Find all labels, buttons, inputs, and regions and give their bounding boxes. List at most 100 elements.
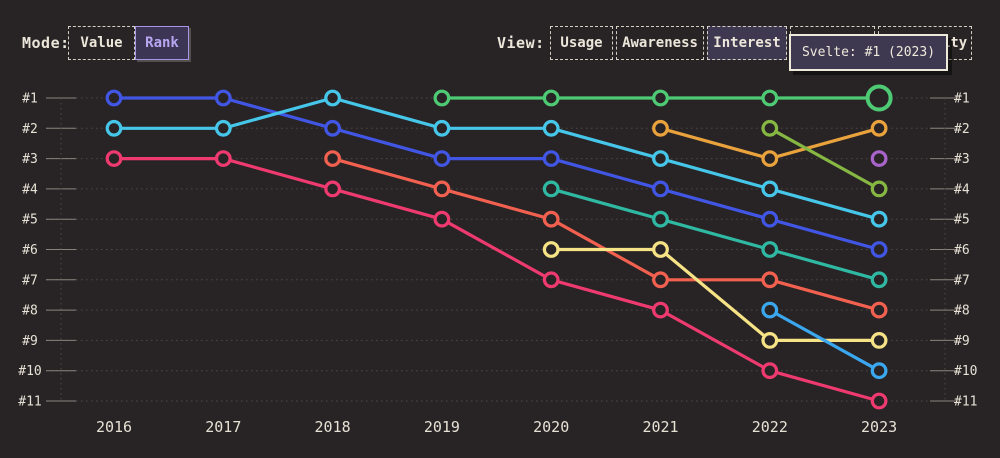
data-point-lime-series[interactable] — [761, 119, 779, 137]
data-point-cyan-series[interactable] — [214, 119, 232, 137]
rank-label-left: #4 — [22, 182, 38, 197]
data-point-yellow-series[interactable] — [652, 241, 669, 258]
rank-label-left: #8 — [22, 304, 38, 319]
data-point-coral-series[interactable] — [870, 301, 888, 319]
mode-option-value[interactable]: Value — [68, 26, 135, 60]
data-point-cyan-series[interactable] — [105, 119, 123, 137]
data-point-yellow-series[interactable] — [761, 332, 779, 349]
series-line-rose-series — [112, 157, 881, 403]
data-point-cyan-series[interactable] — [433, 119, 451, 137]
data-point-rose-series[interactable] — [433, 210, 451, 228]
series-line-teal-series — [549, 187, 881, 282]
data-point-cyan-series[interactable] — [324, 89, 342, 107]
x-axis: 2016 2017 2018 2019 2020 2021 2022 2023 — [96, 418, 897, 436]
grid: #1 #1 #2 #2 #3 #3 #4 #4 #5 #5 #6 #6 #7 #7 #8 #8 #9 #9 #10 #… — [18, 92, 977, 410]
rank-label-right: #2 — [954, 122, 970, 137]
rank-label-left: #5 — [22, 213, 38, 228]
data-point-cyan-series[interactable] — [870, 210, 888, 228]
rank-label-right: #1 — [954, 92, 970, 107]
rank-label-left: #10 — [18, 364, 41, 379]
year-label: 2018 — [315, 418, 351, 436]
year-label: 2019 — [424, 418, 460, 436]
mode-label: Mode: — [22, 34, 70, 52]
data-point-purple-series[interactable] — [870, 150, 888, 168]
rank-label-right: #4 — [954, 182, 970, 197]
data-point-blue-series[interactable] — [542, 150, 560, 168]
data-point-cyan-series[interactable] — [761, 180, 779, 198]
data-point-Svelte[interactable] — [542, 89, 560, 107]
data-point-lime-series[interactable] — [870, 180, 888, 198]
data-point-rose-series[interactable] — [542, 271, 560, 289]
year-label: 2020 — [533, 418, 569, 436]
data-point-rose-series[interactable] — [870, 392, 888, 410]
view-option-usage[interactable]: Usage — [550, 26, 613, 60]
rank-label-right: #8 — [954, 304, 970, 319]
data-point-rose-series[interactable] — [214, 150, 232, 168]
data-point-teal-series[interactable] — [542, 180, 560, 198]
view-label: View: — [497, 34, 545, 52]
rank-label-right: #9 — [954, 334, 970, 349]
year-label: 2016 — [96, 418, 132, 436]
data-point-orange-series[interactable] — [652, 119, 669, 137]
data-point-blue-series[interactable] — [433, 150, 451, 168]
series-line-coral-series — [331, 157, 881, 312]
data-point-blue-series[interactable] — [761, 210, 779, 228]
data-point-cyan-series[interactable] — [542, 119, 560, 137]
view-option-interest[interactable]: Interest — [707, 26, 787, 60]
data-point-coral-series[interactable] — [433, 180, 451, 198]
series-markers — [105, 84, 893, 410]
series-lines — [112, 96, 881, 403]
rank-label-left: #11 — [18, 395, 41, 410]
year-label: 2023 — [861, 418, 897, 436]
data-point-teal-series[interactable] — [652, 210, 669, 228]
data-point-Svelte[interactable] — [433, 89, 451, 107]
rank-label-right: #3 — [954, 152, 970, 167]
year-label: 2017 — [205, 418, 241, 436]
rank-label-left: #7 — [22, 273, 38, 288]
data-point-rose-series[interactable] — [324, 180, 342, 198]
rank-label-left: #1 — [22, 92, 38, 107]
series-line-sky-series — [768, 308, 881, 373]
rank-label-left: #3 — [22, 152, 38, 167]
rank-label-left: #6 — [22, 243, 38, 258]
data-point-yellow-series[interactable] — [870, 332, 888, 349]
data-point-blue-series[interactable] — [870, 241, 888, 258]
data-point-blue-series[interactable] — [652, 180, 669, 198]
data-point-teal-series[interactable] — [761, 241, 779, 258]
data-point-teal-series[interactable] — [870, 271, 888, 289]
data-point-rose-series[interactable] — [761, 362, 779, 380]
data-point-Svelte[interactable] — [761, 89, 779, 107]
rank-label-right: #5 — [954, 213, 970, 228]
series-line-cyan-series — [112, 96, 881, 221]
series-line-blue-series — [112, 96, 881, 252]
view-option-awareness[interactable]: Awareness — [616, 26, 704, 60]
rank-label-left: #9 — [22, 334, 38, 349]
chart-tooltip: Svelte: #1 (2023) — [789, 34, 948, 71]
rank-label-right: #10 — [954, 364, 977, 379]
tooltip-text: Svelte: #1 (2023) — [801, 45, 936, 60]
rank-label-right: #11 — [954, 395, 977, 410]
data-point-orange-series[interactable] — [761, 150, 779, 168]
mode-option-rank[interactable]: Rank — [135, 26, 189, 60]
rank-label-right: #6 — [954, 243, 970, 258]
data-point-sky-series[interactable] — [870, 362, 888, 380]
rank-label-left: #2 — [22, 122, 38, 137]
highlighted-data-point-Svelte[interactable] — [865, 84, 893, 112]
series-line-lime-series — [768, 126, 881, 191]
data-point-coral-series[interactable] — [652, 271, 669, 289]
data-point-rose-series[interactable] — [652, 301, 669, 319]
data-point-yellow-series[interactable] — [542, 241, 560, 258]
year-label: 2022 — [752, 418, 788, 436]
data-point-orange-series[interactable] — [870, 119, 888, 137]
data-point-coral-series[interactable] — [542, 210, 560, 228]
data-point-sky-series[interactable] — [761, 301, 779, 319]
data-point-Svelte[interactable] — [652, 89, 669, 107]
data-point-coral-series[interactable] — [761, 271, 779, 289]
data-point-coral-series[interactable] — [324, 150, 342, 168]
data-point-blue-series[interactable] — [324, 119, 342, 137]
data-point-cyan-series[interactable] — [652, 150, 669, 168]
data-point-blue-series[interactable] — [105, 89, 123, 107]
data-point-blue-series[interactable] — [214, 89, 232, 107]
data-point-rose-series[interactable] — [105, 150, 123, 168]
year-label: 2021 — [642, 418, 678, 436]
